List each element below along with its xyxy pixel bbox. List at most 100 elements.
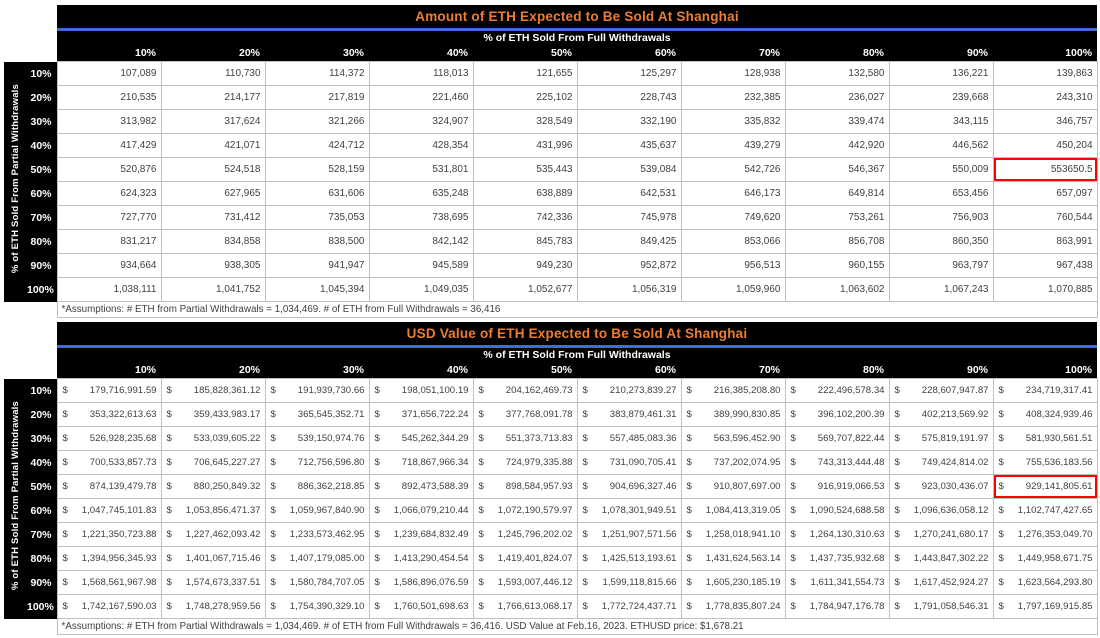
data-cell[interactable]: $198,051,100.19: [368, 378, 474, 403]
data-cell[interactable]: $1,276,353,049.70: [992, 522, 1098, 547]
data-cell[interactable]: 624,323: [56, 181, 162, 206]
data-cell[interactable]: 313,982: [56, 109, 162, 134]
data-cell[interactable]: $731,090,705.41: [576, 450, 682, 475]
data-cell[interactable]: $718,867,966.34: [368, 450, 474, 475]
data-cell[interactable]: 627,965: [160, 181, 266, 206]
data-cell[interactable]: $1,096,636,058.12: [888, 498, 994, 523]
data-cell[interactable]: $1,066,079,210.44: [368, 498, 474, 523]
data-cell[interactable]: 760,544: [992, 205, 1098, 230]
data-cell[interactable]: $898,584,957.93: [472, 474, 578, 499]
data-cell[interactable]: 731,412: [160, 205, 266, 230]
data-cell[interactable]: 524,518: [160, 157, 266, 182]
data-cell[interactable]: 317,624: [160, 109, 266, 134]
data-cell[interactable]: 845,783: [472, 229, 578, 254]
data-cell[interactable]: $700,533,857.73: [56, 450, 162, 475]
data-cell[interactable]: $1,449,958,671.75: [992, 546, 1098, 571]
data-cell[interactable]: 535,443: [472, 157, 578, 182]
data-cell[interactable]: $185,828,361.12: [160, 378, 266, 403]
data-cell[interactable]: $1,586,896,076.59: [368, 570, 474, 595]
data-cell[interactable]: 335,832: [680, 109, 786, 134]
data-cell[interactable]: $1,766,613,068.17: [472, 594, 578, 619]
data-cell[interactable]: $551,373,713.83: [472, 426, 578, 451]
data-cell[interactable]: 343,115: [888, 109, 994, 134]
data-cell[interactable]: 657,097: [992, 181, 1098, 206]
data-cell[interactable]: $712,756,596.80: [264, 450, 370, 475]
data-cell[interactable]: 945,589: [368, 253, 474, 278]
data-cell[interactable]: 1,045,394: [264, 277, 370, 302]
data-cell[interactable]: 742,336: [472, 205, 578, 230]
data-cell[interactable]: $1,443,847,302.22: [888, 546, 994, 571]
data-cell[interactable]: 831,217: [56, 229, 162, 254]
data-cell[interactable]: 520,876: [56, 157, 162, 182]
data-cell[interactable]: 638,889: [472, 181, 578, 206]
data-cell[interactable]: $1,059,967,840.90: [264, 498, 370, 523]
data-cell[interactable]: $1,221,350,723.88: [56, 522, 162, 547]
data-cell[interactable]: 838,500: [264, 229, 370, 254]
data-cell[interactable]: 339,474: [784, 109, 890, 134]
data-cell[interactable]: $1,772,724,437.71: [576, 594, 682, 619]
data-cell[interactable]: 1,041,752: [160, 277, 266, 302]
data-cell[interactable]: 1,049,035: [368, 277, 474, 302]
data-cell[interactable]: 1,052,677: [472, 277, 578, 302]
data-cell[interactable]: 539,084: [576, 157, 682, 182]
data-cell[interactable]: $1,072,190,579.97: [472, 498, 578, 523]
data-cell[interactable]: 424,712: [264, 133, 370, 158]
data-cell[interactable]: $1,419,401,824.07: [472, 546, 578, 571]
data-cell[interactable]: 221,460: [368, 85, 474, 110]
data-cell[interactable]: $1,791,058,546.31: [888, 594, 994, 619]
data-cell[interactable]: $222,496,578.34: [784, 378, 890, 403]
data-cell[interactable]: 107,089: [56, 61, 162, 86]
data-cell[interactable]: 324,907: [368, 109, 474, 134]
data-cell[interactable]: $533,039,605.22: [160, 426, 266, 451]
data-cell[interactable]: $1,413,290,454.54: [368, 546, 474, 571]
data-cell[interactable]: 635,248: [368, 181, 474, 206]
data-cell[interactable]: 128,938: [680, 61, 786, 86]
data-cell[interactable]: $1,437,735,932.68: [784, 546, 890, 571]
data-cell[interactable]: 531,801: [368, 157, 474, 182]
data-cell[interactable]: $1,239,684,832.49: [368, 522, 474, 547]
data-cell[interactable]: 210,535: [56, 85, 162, 110]
data-cell[interactable]: 753,261: [784, 205, 890, 230]
data-cell[interactable]: $755,536,183.56: [992, 450, 1098, 475]
data-cell[interactable]: 960,155: [784, 253, 890, 278]
data-cell[interactable]: 849,425: [576, 229, 682, 254]
data-cell[interactable]: 756,903: [888, 205, 994, 230]
data-cell[interactable]: $1,258,018,941.10: [680, 522, 786, 547]
data-cell[interactable]: $557,485,083.36: [576, 426, 682, 451]
data-cell[interactable]: 239,668: [888, 85, 994, 110]
data-cell[interactable]: $1,617,452,924.27: [888, 570, 994, 595]
data-cell[interactable]: 214,177: [160, 85, 266, 110]
data-cell[interactable]: $874,139,479.78: [56, 474, 162, 499]
data-cell[interactable]: 332,190: [576, 109, 682, 134]
data-cell[interactable]: 431,996: [472, 133, 578, 158]
data-cell[interactable]: 417,429: [56, 133, 162, 158]
data-cell[interactable]: 1,067,243: [888, 277, 994, 302]
data-cell[interactable]: $1,611,341,554.73: [784, 570, 890, 595]
data-cell[interactable]: 321,266: [264, 109, 370, 134]
data-cell[interactable]: $365,545,352.71: [264, 402, 370, 427]
data-cell[interactable]: 952,872: [576, 253, 682, 278]
data-cell[interactable]: $228,607,947.87: [888, 378, 994, 403]
data-cell[interactable]: 1,063,602: [784, 277, 890, 302]
data-cell[interactable]: 749,620: [680, 205, 786, 230]
data-cell[interactable]: $1,090,524,688.58: [784, 498, 890, 523]
data-cell[interactable]: $1,760,501,698.63: [368, 594, 474, 619]
data-cell[interactable]: 653,456: [888, 181, 994, 206]
data-cell[interactable]: 243,310: [992, 85, 1098, 110]
data-cell[interactable]: $216,385,208.80: [680, 378, 786, 403]
data-cell[interactable]: $402,213,569.92: [888, 402, 994, 427]
data-cell[interactable]: $563,596,452.90: [680, 426, 786, 451]
data-cell[interactable]: $1,754,390,329.10: [264, 594, 370, 619]
data-cell[interactable]: 842,142: [368, 229, 474, 254]
data-cell[interactable]: $234,719,317.41: [992, 378, 1098, 403]
data-cell[interactable]: $1,623,564,293.80: [992, 570, 1098, 595]
data-cell[interactable]: 1,070,885: [992, 277, 1098, 302]
data-cell[interactable]: 642,531: [576, 181, 682, 206]
data-cell[interactable]: 941,947: [264, 253, 370, 278]
data-cell[interactable]: 735,053: [264, 205, 370, 230]
data-cell[interactable]: $1,078,301,949.51: [576, 498, 682, 523]
data-cell[interactable]: $1,748,278,959.56: [160, 594, 266, 619]
data-cell[interactable]: $892,473,588.39: [368, 474, 474, 499]
data-cell[interactable]: 225,102: [472, 85, 578, 110]
data-cell[interactable]: 727,770: [56, 205, 162, 230]
